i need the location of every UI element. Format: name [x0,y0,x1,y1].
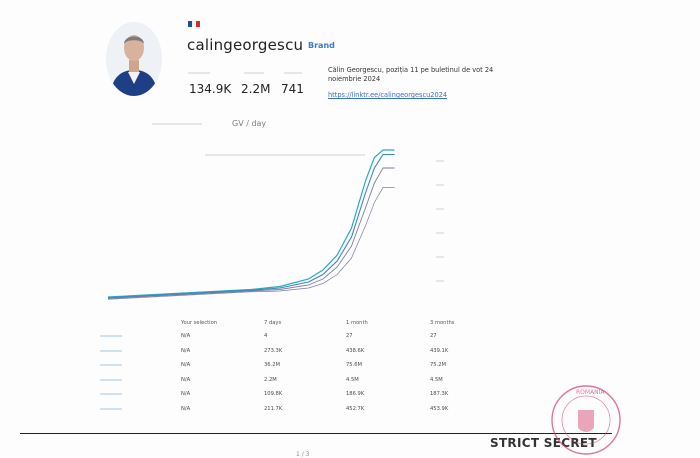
series-line [107,167,395,299]
legend-faint [205,154,365,156]
table-cell: 452.7K [346,405,365,412]
table-cell: 27 [430,333,437,339]
y-tick-faint [436,256,444,258]
table-cell: N/A [181,362,191,368]
table-cell: 109.8K [264,391,283,397]
table-cell: 438.6K [346,347,365,354]
table-cell: N/A [181,376,191,383]
table-cell: 2.2M [264,376,277,383]
row-label-faint [100,393,122,395]
stat-label-faint [188,72,210,74]
likes-count: 2.2M [241,82,271,96]
table-cell: N/A [181,391,191,397]
table-cell: 4.5M [430,376,443,383]
table-cell: 36.2M [264,362,281,368]
avatar [106,22,162,96]
brand-badge: Brand [308,41,335,50]
stat-label-faint [244,72,264,74]
classification-label: STRICT SECRET [490,436,597,450]
stamp-text: ROMÂNIA [576,389,605,396]
y-tick-faint [436,160,444,162]
stat-label-faint [284,72,302,74]
page-number: 1 / 3 [296,451,310,458]
table-cell: 27 [346,333,353,339]
row-label-faint [100,335,122,337]
profile-link[interactable]: https://linktr.ee/calingeorgescu2024 [328,91,448,99]
row-label-faint [100,407,122,410]
footer-rule [20,433,612,434]
table-cell: 211.7K [264,405,283,412]
table-cell: 75.2M [430,362,447,368]
flag-icon [188,21,200,27]
official-stamp: ROMÂNIA [551,385,621,455]
table-cell: N/A [181,405,191,412]
period-label[interactable]: GV / day [232,119,267,128]
y-tick-faint [436,184,444,186]
growth-chart [107,149,395,300]
series-line [107,187,395,300]
row-label-faint [100,378,122,381]
table-cell: 439.1K [430,347,449,354]
profile-photo [106,22,162,96]
table-cell: 75.6M [346,362,363,368]
series-line [107,153,395,299]
table-cell: 187.3K [430,391,449,397]
row-label-faint [100,364,122,366]
videos-count: 741 [281,82,304,96]
plot-area [107,149,395,300]
table-cell: 4.5M [346,376,359,383]
y-tick-faint [436,208,444,210]
table-cell: 273.3K [264,347,283,354]
y-tick-faint [436,232,444,234]
col-header: 3 months [430,320,455,326]
col-header: 7 days [264,320,282,326]
row-label-faint [100,349,122,352]
faint-control [152,123,202,125]
followers-count: 134.9K [189,82,232,96]
table-cell: 186.9K [346,391,365,397]
col-header: Your selection [181,320,218,326]
table-cell: N/A [181,347,191,354]
table-cell: N/A [181,333,191,339]
username: calingeorgescu [187,36,304,54]
bio-text: Călin Georgescu, poziția 11 pe buletinul… [328,66,494,83]
col-header: 1 month [346,320,368,326]
series-line [107,149,395,298]
table-cell: 453.9K [430,405,449,412]
table-cell: 4 [264,333,268,339]
y-tick-faint [436,280,444,282]
